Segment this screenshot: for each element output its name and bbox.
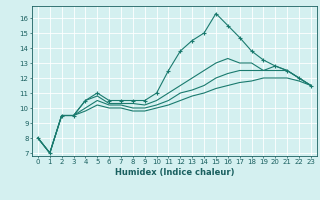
X-axis label: Humidex (Indice chaleur): Humidex (Indice chaleur) [115, 168, 234, 177]
